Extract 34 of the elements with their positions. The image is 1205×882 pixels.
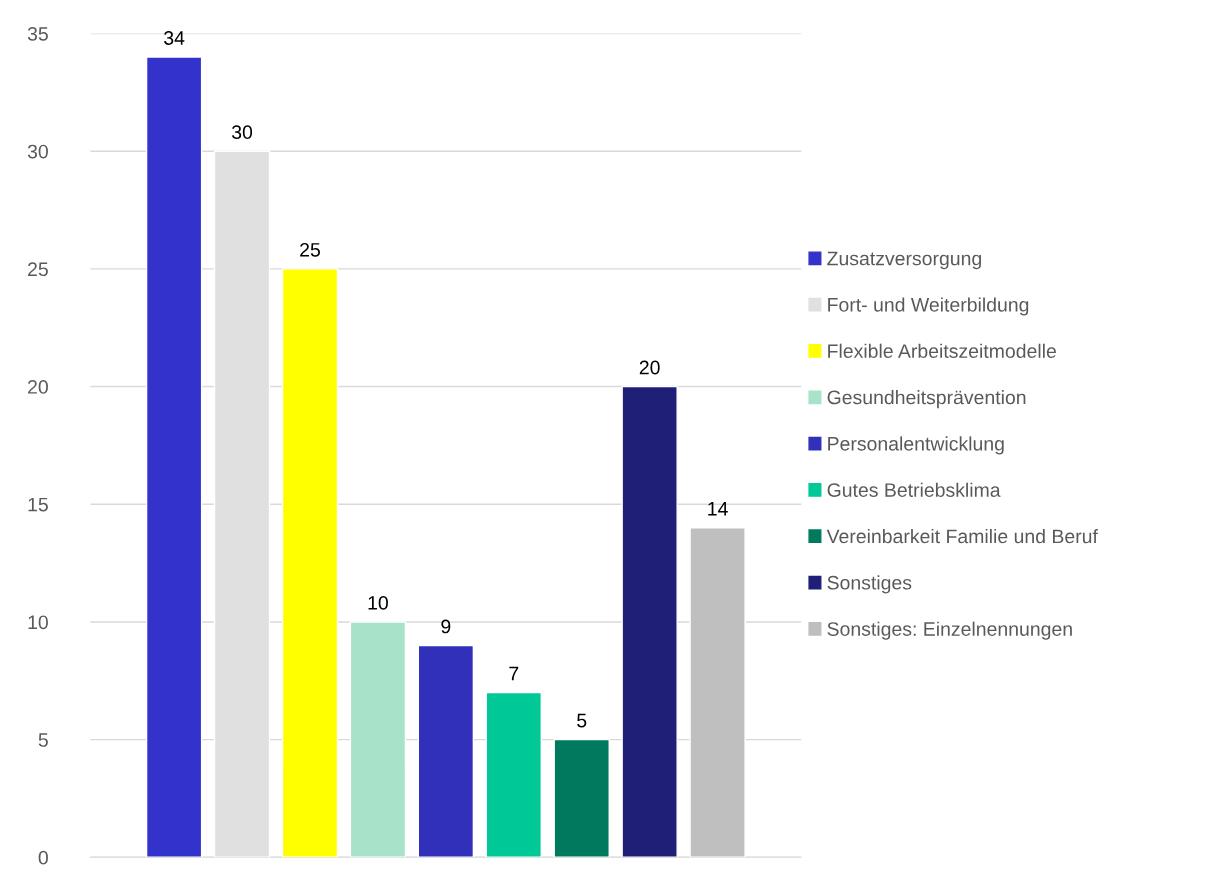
y-tick-label: 15 bbox=[28, 497, 48, 512]
bar bbox=[417, 644, 475, 858]
data-label: 7 bbox=[509, 666, 519, 681]
y-tick-label: 35 bbox=[27, 26, 48, 41]
bar bbox=[145, 56, 203, 858]
legend-label: Vereinbarkeit Familie und Beruf bbox=[826, 528, 1098, 544]
y-tick-label: 10 bbox=[28, 615, 48, 630]
legend-label: Personalentwicklung bbox=[828, 436, 1004, 455]
data-label: 9 bbox=[441, 619, 451, 634]
bar bbox=[689, 527, 746, 858]
bar bbox=[349, 621, 407, 858]
data-label: 34 bbox=[164, 31, 185, 45]
bar bbox=[485, 691, 542, 858]
bar bbox=[553, 738, 610, 858]
legend-label: Gutes Betriebsklima bbox=[827, 482, 1001, 497]
bar bbox=[621, 385, 678, 858]
bar bbox=[281, 268, 339, 858]
legend-label: Zusatzversorgung bbox=[827, 251, 981, 270]
data-label: 20 bbox=[639, 360, 660, 375]
data-label: 30 bbox=[231, 125, 253, 140]
y-tick-label: 30 bbox=[27, 144, 48, 159]
data-label: 5 bbox=[577, 713, 587, 728]
y-tick-label: 0 bbox=[38, 850, 48, 865]
data-label: 10 bbox=[368, 595, 388, 610]
y-tick-label: 20 bbox=[28, 380, 48, 394]
y-tick-label: 25 bbox=[28, 262, 48, 277]
data-label: 25 bbox=[300, 242, 320, 257]
y-tick-label: 5 bbox=[38, 733, 48, 747]
data-label: 14 bbox=[708, 502, 728, 516]
legend-label: Flexible Arbeitszeitmodelle bbox=[828, 343, 1056, 358]
legend-label: Sonstiges: Einzelnennungen bbox=[827, 621, 1072, 640]
legend-label: Gesundheitsprävention bbox=[827, 390, 1026, 409]
legend-label: Sonstiges bbox=[827, 575, 912, 594]
legend-label: Fort- und Weiterbildung bbox=[828, 297, 1029, 316]
